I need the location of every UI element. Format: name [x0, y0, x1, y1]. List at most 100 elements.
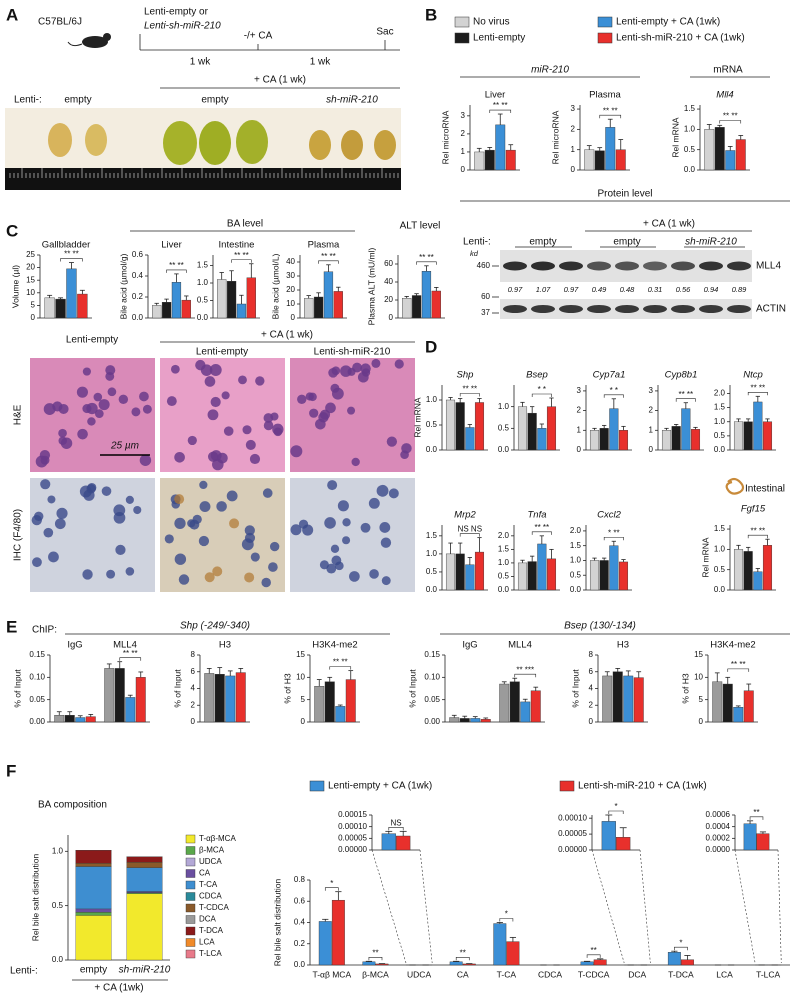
chart-title: BA composition: [38, 800, 107, 811]
nucleus: [297, 394, 307, 404]
y-tick-label: 1.5: [498, 544, 510, 553]
x-tick-label: empty: [80, 965, 107, 976]
bar: [465, 427, 475, 451]
bar: [402, 298, 412, 319]
significance-label: *: [614, 802, 617, 811]
label: + CA (1 wk): [643, 219, 695, 230]
bar: [589, 430, 600, 451]
quant-label: 0.49: [592, 285, 607, 294]
chart-title: Plasma: [308, 240, 340, 251]
quant-label: 0.48: [620, 285, 635, 294]
chart-title: Plasma: [589, 90, 621, 101]
bar: [505, 149, 516, 171]
x-tick-label: T-DCA: [668, 969, 694, 979]
nucleus: [82, 569, 93, 580]
y-tick-label: 2: [461, 129, 466, 138]
label: + CA (1 wk): [261, 330, 313, 341]
y-tick-label: 0.15: [29, 650, 45, 659]
intestine-icon: [725, 477, 745, 495]
x-tick-label: T-LCA: [756, 969, 780, 979]
significance-label: ** **: [333, 658, 348, 667]
bar: [125, 697, 136, 723]
significance-label: ** **: [678, 390, 693, 399]
label: BA level: [227, 219, 263, 230]
label: ACTIN: [756, 304, 786, 315]
nucleus: [32, 557, 42, 568]
label: Sac: [376, 27, 393, 38]
nucleus: [245, 439, 256, 450]
y-tick-label: 0.8: [294, 875, 306, 884]
bar: [722, 683, 733, 723]
band: [503, 305, 527, 313]
bar: [474, 402, 485, 451]
nucleus: [212, 458, 224, 471]
bar: [667, 952, 681, 966]
chart-title: Mll4: [716, 90, 733, 101]
y-tick-label: 0.2: [294, 939, 306, 948]
legend-swatch: [185, 938, 196, 947]
nucleus: [207, 451, 219, 462]
y-tick-label: 0: [191, 717, 196, 726]
bar: [313, 296, 324, 319]
significance-bracket: [531, 393, 552, 397]
y-tick-label: 0.5: [197, 296, 209, 305]
bar: [546, 406, 557, 451]
y-tick-label: 5: [31, 301, 36, 310]
bar: [480, 719, 491, 723]
y-tick-label: 0.0: [714, 585, 726, 594]
nucleus: [192, 514, 202, 525]
nucleus: [54, 518, 66, 530]
stack-segment: [75, 863, 112, 867]
y-axis-label: Rel bile salt distribution: [30, 854, 40, 942]
nucleus: [174, 517, 186, 530]
bar: [85, 716, 96, 723]
y-tick-label: 1.0: [714, 417, 726, 426]
significance-label: *: [330, 879, 333, 888]
y-tick-label: 1.5: [197, 261, 209, 270]
bar: [375, 963, 389, 966]
nucleus: [244, 532, 256, 543]
bar: [605, 127, 616, 171]
bar: [527, 561, 537, 591]
significance-bracket: [231, 259, 252, 263]
bar: [517, 406, 528, 451]
y-tick-label: 25: [26, 250, 35, 259]
label: sh-miR-210: [326, 95, 378, 106]
y-tick-label: 0.0: [684, 165, 696, 174]
band: [699, 261, 723, 271]
y-tick-label: 0.5: [570, 570, 582, 579]
bar: [226, 281, 237, 319]
f480-stain: [229, 518, 240, 529]
chart-title: Liver: [161, 240, 182, 251]
legend-swatch: [185, 903, 196, 913]
y-tick-label: 0.6: [294, 896, 306, 905]
f480-stain: [174, 494, 185, 505]
panel-letter: F: [6, 761, 16, 780]
nucleus: [347, 406, 356, 415]
y-tick-label: 0.0: [498, 445, 510, 454]
bar: [537, 543, 547, 591]
y-tick-label: 1.0: [197, 278, 209, 287]
chart-title: Intestine: [219, 240, 255, 251]
y-tick-label: 0.00: [29, 717, 45, 726]
nucleus: [221, 391, 230, 400]
stack-segment: [75, 912, 112, 916]
y-axis-label: Bile acid (µmol/L): [270, 253, 280, 319]
legend-label: T-CA: [199, 880, 218, 889]
chart-title: Cxcl2: [597, 510, 621, 521]
y-tick-label: 0: [31, 313, 36, 322]
nucleus: [371, 358, 381, 368]
legend-swatch: [559, 780, 575, 792]
significance-label: *: [505, 910, 508, 919]
y-axis-label: Rel microRNA: [550, 110, 560, 164]
legend-label: T-CDCA: [199, 903, 229, 912]
x-tick-label: DCA: [628, 969, 646, 979]
bar: [135, 677, 146, 723]
y-tick-label: 2.0: [498, 531, 510, 540]
label: empty: [64, 95, 91, 106]
nucleus: [342, 536, 351, 545]
legend-swatch: [454, 16, 470, 28]
y-tick-label: 8: [589, 650, 594, 659]
bar: [470, 718, 481, 723]
band: [699, 305, 723, 313]
